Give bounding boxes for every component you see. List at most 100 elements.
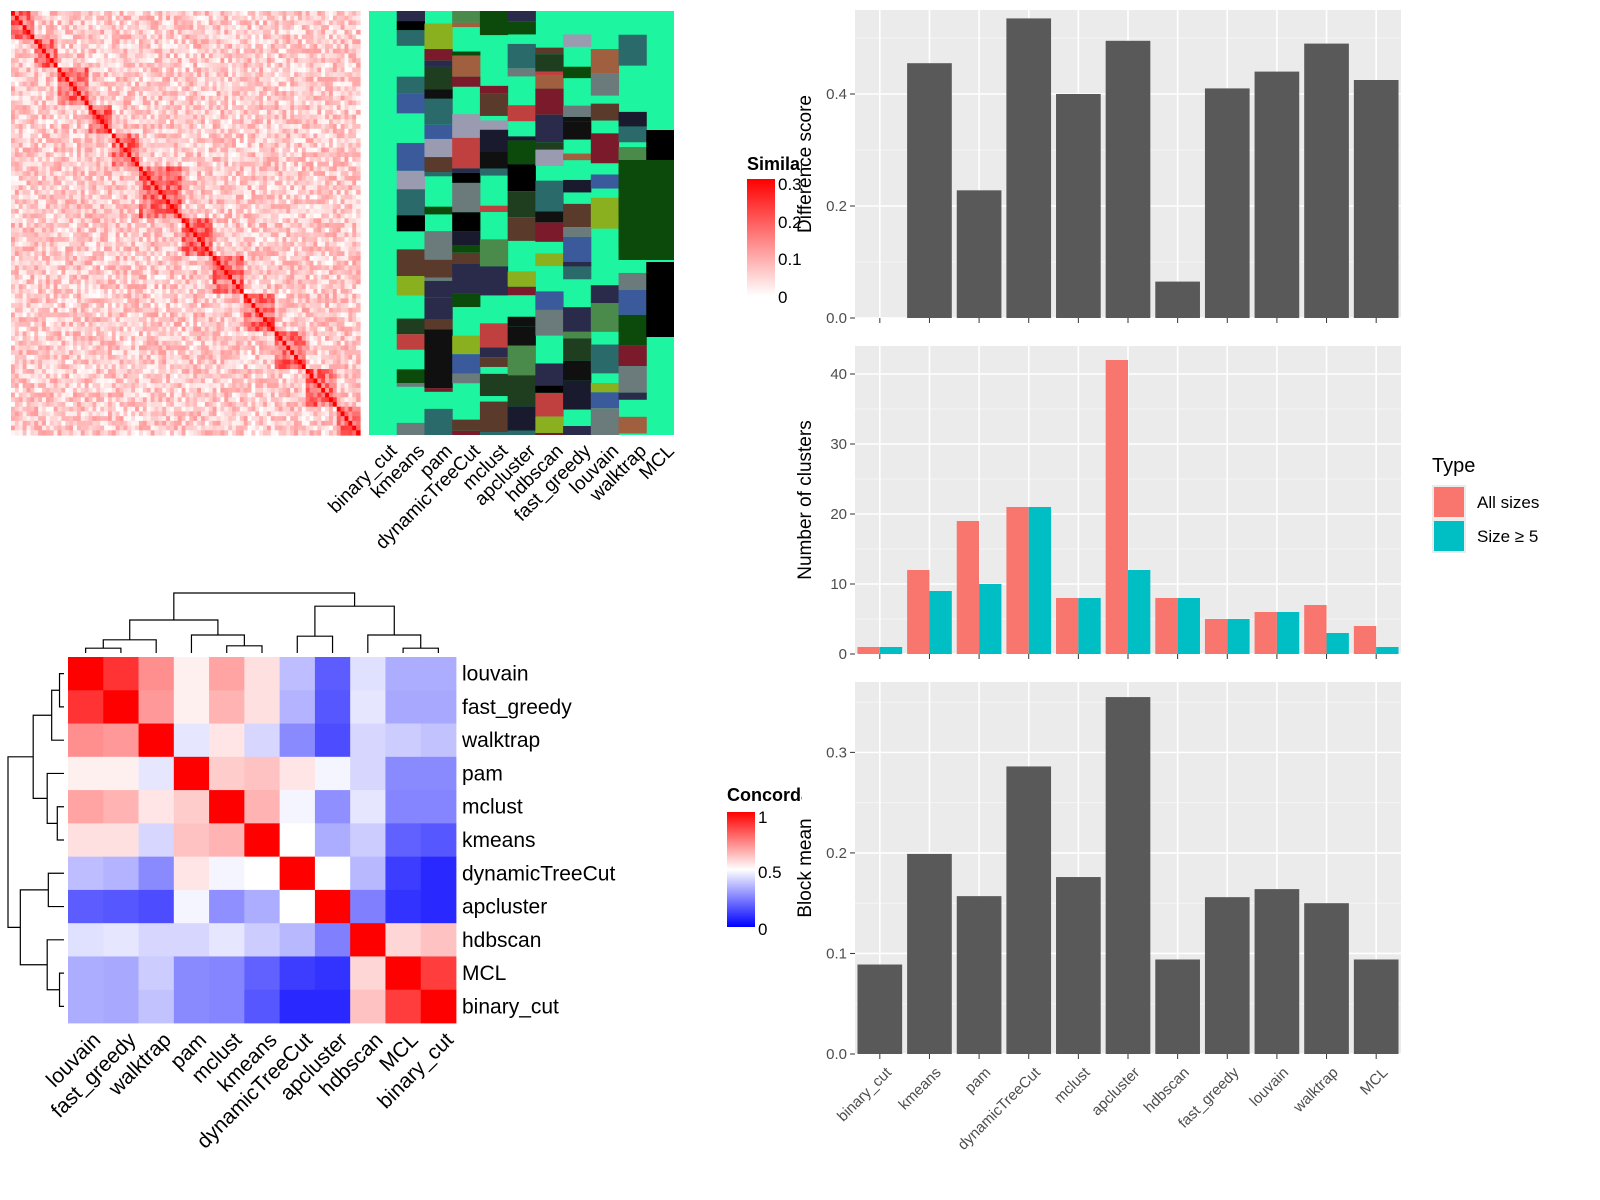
similarity-cell — [290, 25, 295, 31]
similarity-cell — [309, 95, 315, 102]
similarity-cell — [104, 138, 109, 144]
similarity-cell — [11, 39, 16, 45]
similarity-cell — [212, 199, 218, 205]
similarity-cell — [259, 190, 264, 196]
similarity-cell — [224, 251, 229, 257]
similarity-cell — [80, 194, 86, 201]
similarity-cell — [154, 95, 159, 102]
similarity-cell — [356, 43, 361, 50]
similarity-cell — [274, 128, 280, 135]
similarity-cell — [251, 39, 256, 45]
similarity-cell — [216, 237, 221, 243]
similarity-cell — [14, 105, 20, 111]
similarity-cell — [201, 53, 206, 59]
similarity-cell — [270, 119, 276, 125]
similarity-cell — [189, 58, 194, 64]
similarity-cell — [154, 39, 159, 45]
similarity-cell — [162, 270, 167, 276]
similarity-cell — [340, 194, 346, 201]
similarity-cell — [220, 213, 225, 219]
similarity-cell — [325, 48, 330, 54]
similarity-cell — [259, 142, 264, 149]
similarity-cell — [313, 199, 318, 205]
similarity-cell — [220, 109, 225, 116]
similarity-cell — [104, 175, 109, 182]
similarity-cell — [84, 180, 90, 186]
similarity-cell — [216, 138, 221, 144]
similarity-cell — [297, 39, 303, 45]
similarity-cell — [232, 194, 237, 201]
similarity-cell — [169, 62, 175, 69]
similarity-cell — [235, 67, 241, 73]
similarity-cell — [259, 260, 264, 266]
similarity-cell — [235, 133, 241, 139]
similarity-cell — [127, 81, 132, 87]
similarity-cell — [348, 95, 353, 102]
similarity-cell — [305, 260, 311, 266]
similarity-cell — [356, 67, 361, 73]
similarity-cell — [45, 194, 51, 201]
similarity-cell — [26, 171, 31, 177]
similarity-cell — [61, 67, 66, 73]
similarity-cell — [181, 223, 187, 229]
similarity-cell — [278, 86, 284, 92]
similarity-cell — [282, 72, 287, 78]
similarity-cell — [325, 185, 330, 191]
similarity-cell — [22, 76, 28, 83]
similarity-cell — [340, 265, 346, 271]
similarity-cell — [201, 34, 206, 40]
similarity-cell — [282, 265, 287, 271]
similarity-cell — [11, 241, 16, 248]
similarity-cell — [294, 194, 299, 201]
similarity-cell — [228, 218, 233, 224]
similarity-cell — [321, 223, 326, 229]
similarity-cell — [259, 157, 264, 163]
similarity-cell — [84, 157, 90, 163]
similarity-cell — [146, 241, 152, 248]
similarity-cell — [297, 20, 303, 26]
similarity-cell — [189, 218, 194, 224]
similarity-cell — [224, 161, 229, 168]
similarity-cell — [26, 138, 31, 144]
similarity-cell — [96, 241, 101, 248]
similarity-cell — [224, 241, 229, 248]
similarity-cell — [266, 194, 272, 201]
similarity-cell — [348, 39, 353, 45]
similarity-cell — [135, 194, 140, 201]
similarity-cell — [340, 246, 346, 252]
similarity-cell — [177, 166, 183, 172]
similarity-cell — [185, 152, 190, 158]
similarity-cell — [107, 180, 113, 186]
similarity-cell — [232, 119, 237, 125]
similarity-cell — [294, 72, 299, 78]
similarity-cell — [243, 119, 249, 125]
similarity-cell — [127, 91, 132, 97]
similarity-cell — [286, 255, 291, 262]
similarity-cell — [352, 67, 357, 73]
similarity-cell — [177, 58, 183, 64]
similarity-cell — [243, 29, 249, 36]
similarity-cell — [208, 39, 214, 45]
similarity-cell — [111, 53, 117, 59]
similarity-cell — [185, 95, 190, 102]
similarity-cell — [69, 81, 74, 87]
similarity-cell — [53, 260, 59, 266]
similarity-cell — [212, 11, 218, 17]
similarity-cell — [325, 15, 330, 22]
similarity-cell — [208, 81, 214, 87]
similarity-cell — [286, 185, 291, 191]
similarity-cell — [80, 133, 86, 139]
similarity-cell — [201, 251, 206, 257]
similarity-cell — [220, 114, 225, 120]
similarity-cell — [356, 171, 361, 177]
similarity-cell — [135, 166, 140, 172]
similarity-cell — [243, 105, 249, 111]
similarity-cell — [235, 265, 241, 271]
similarity-cell — [297, 29, 303, 36]
similarity-cell — [290, 29, 295, 36]
similarity-cell — [356, 53, 361, 59]
similarity-cell — [57, 62, 63, 69]
similarity-cell — [14, 48, 20, 54]
similarity-cell — [232, 204, 237, 210]
similarity-cell — [49, 213, 55, 219]
